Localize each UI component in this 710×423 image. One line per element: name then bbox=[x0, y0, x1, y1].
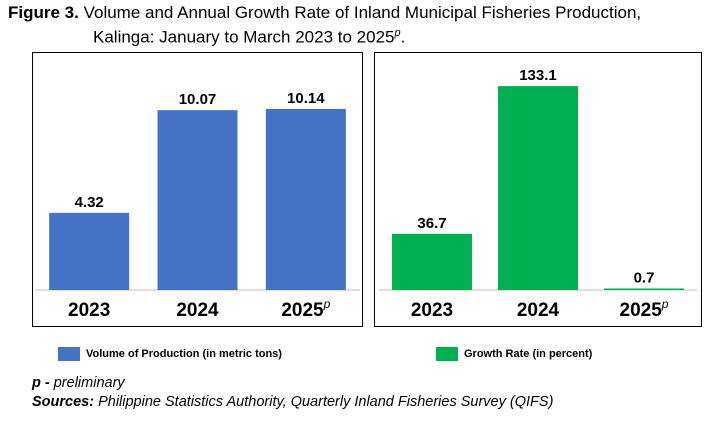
volume-data-label-2023: 4.32 bbox=[75, 194, 104, 211]
growth-tick-label-2023: 2023 bbox=[411, 300, 453, 321]
figure-title: Figure 3. Volume and Annual Growth Rate … bbox=[8, 3, 642, 47]
note-p-key: p - bbox=[32, 375, 50, 391]
note-p-text: preliminary bbox=[49, 375, 125, 391]
volume-data-label-2025: 10.14 bbox=[287, 90, 325, 107]
figure-notes: p - preliminary Sources: Philippine Stat… bbox=[32, 374, 553, 412]
growth-bar-2025 bbox=[604, 288, 684, 290]
figure-title-superscript: p bbox=[394, 27, 401, 39]
legend-growth-label: Growth Rate (in percent) bbox=[464, 348, 593, 360]
volume-bar-chart: 4.32 2023 10.07 2024 10.14 2025p bbox=[35, 90, 360, 321]
growth-chart-panel: 36.7 2023 133.1 2024 0.7 2025p bbox=[374, 52, 702, 327]
figure-title-line2: Kalinga: January to March 2023 to 2025 bbox=[93, 27, 395, 47]
growth-bar-2024 bbox=[498, 86, 578, 290]
legend-volume-swatch bbox=[58, 347, 80, 361]
figure-label: Figure 3. bbox=[8, 3, 79, 22]
volume-chart-panel: 4.32 2023 10.07 2024 10.14 2025p bbox=[32, 52, 363, 327]
growth-data-label-2025: 0.7 bbox=[634, 270, 655, 287]
legend-volume-label: Volume of Production (in metric tons) bbox=[86, 348, 282, 360]
volume-bar-2024 bbox=[157, 110, 238, 290]
volume-bar-2025 bbox=[265, 108, 346, 290]
legend-growth-swatch bbox=[436, 347, 458, 361]
growth-bar-2023 bbox=[392, 233, 472, 290]
growth-bar-chart: 36.7 2023 133.1 2024 0.7 2025p bbox=[379, 67, 697, 321]
growth-data-label-2023: 36.7 bbox=[417, 215, 446, 232]
note-sources-key: Sources: bbox=[32, 394, 95, 410]
volume-tick-label-2023: 2023 bbox=[68, 300, 110, 321]
volume-data-label-2024: 10.07 bbox=[179, 91, 217, 108]
note-sources-text: Philippine Statistics Authority, Quarter… bbox=[94, 394, 554, 410]
volume-tick-superscript-2025: p bbox=[323, 297, 331, 311]
growth-data-label-2024: 133.1 bbox=[519, 67, 557, 84]
legend-volume: Volume of Production (in metric tons) bbox=[58, 347, 282, 361]
growth-tick-label-2025: 2025p bbox=[620, 297, 669, 321]
growth-tick-superscript-2025: p bbox=[661, 297, 669, 311]
legend-growth: Growth Rate (in percent) bbox=[436, 347, 592, 361]
growth-tick-label-2024: 2024 bbox=[517, 300, 560, 321]
volume-tick-label-2025: 2025p bbox=[281, 297, 330, 321]
volume-bar-2023 bbox=[49, 212, 130, 290]
figure-title-line1: Volume and Annual Growth Rate of Inland … bbox=[78, 3, 642, 22]
volume-tick-label-2024: 2024 bbox=[176, 300, 219, 321]
